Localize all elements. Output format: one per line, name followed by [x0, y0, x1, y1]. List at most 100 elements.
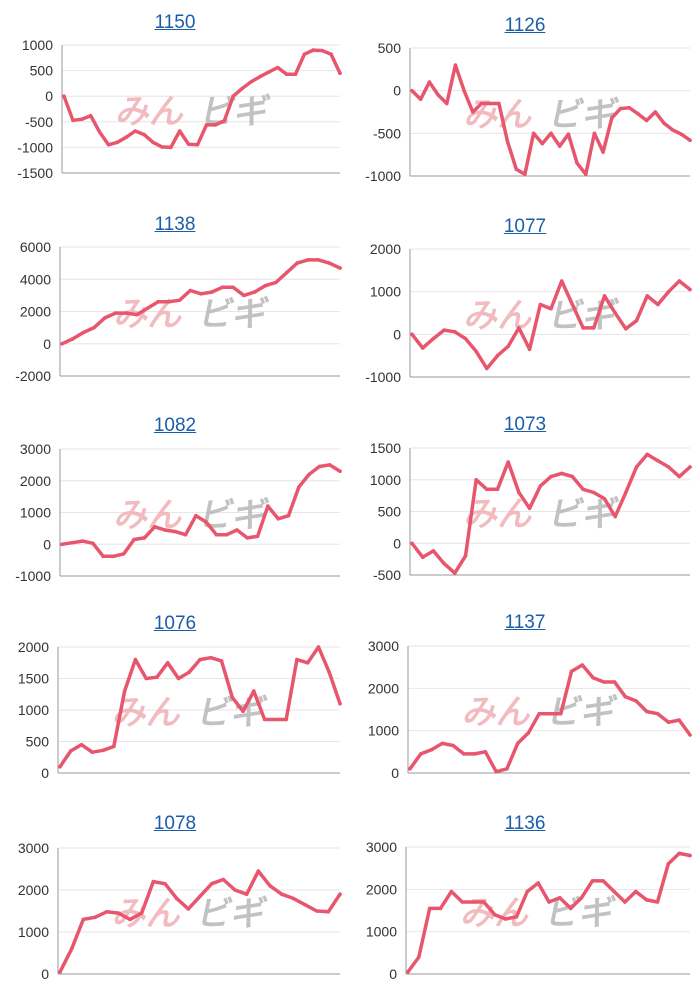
watermark-left: みん [461, 95, 537, 135]
data-point [506, 460, 510, 464]
data-point [677, 851, 681, 856]
data-point [199, 292, 203, 296]
y-tick-label: 500 [378, 504, 402, 520]
data-point [338, 892, 342, 896]
chart-1077: 1077 2000 1000 0 -1000 みん ビギ [350, 200, 700, 400]
data-point [252, 689, 256, 693]
data-point [472, 752, 477, 756]
y-tick-label: 2000 [366, 881, 397, 897]
chart-svg: 500 0 -500 -1000 みん ビギ [365, 40, 692, 184]
chart-title-link[interactable]: 1150 [154, 12, 196, 33]
data-point [155, 675, 159, 679]
data-point [240, 86, 244, 91]
data-point [81, 330, 86, 335]
data-point [279, 892, 284, 896]
data-point [326, 910, 331, 914]
chart-title-link[interactable]: 1126 [504, 15, 546, 36]
chart-1136: 1136 3000 2000 1000 0 みん ビギ [350, 800, 700, 1000]
data-point [431, 549, 436, 553]
y-tick-label: 500 [378, 40, 402, 56]
data-point [60, 542, 64, 547]
chart-svg: 2000 1000 0 -1000 みん ビギ [365, 241, 692, 385]
data-point [557, 144, 562, 148]
data-point [506, 344, 510, 349]
data-point [167, 300, 171, 304]
chart-1073: 1073 1500 1000 500 0 -500 みん ビギ [350, 400, 700, 600]
data-point [214, 532, 219, 537]
data-point [263, 283, 268, 288]
data-point [570, 474, 575, 479]
data-point [249, 80, 253, 84]
data-point [258, 74, 262, 79]
data-point [231, 94, 235, 98]
data-point [547, 900, 551, 904]
watermark-logo: みん ビギ [461, 95, 621, 135]
data-point [198, 894, 202, 899]
data-point [293, 72, 298, 76]
chart-title-link[interactable]: 1136 [504, 813, 546, 834]
data-point [549, 131, 553, 136]
data-point [268, 884, 272, 888]
chart-title-link[interactable]: 1137 [504, 612, 546, 633]
data-point [645, 709, 649, 714]
chart-title-link[interactable]: 1073 [503, 414, 547, 435]
data-point [634, 318, 639, 323]
data-point [485, 487, 489, 492]
data-point [177, 298, 182, 302]
data-point [163, 881, 167, 886]
chart-1126: 1126 500 0 -500 -1000 みん ビギ [350, 0, 700, 200]
chart-title-link[interactable]: 1077 [503, 216, 547, 237]
data-point [420, 346, 425, 350]
y-tick-label: 2000 [368, 680, 399, 696]
data-point [618, 106, 623, 111]
data-point [241, 709, 245, 714]
data-point [338, 469, 342, 473]
data-point [338, 71, 342, 75]
y-tick-label: 1000 [18, 702, 49, 718]
y-tick-label: 0 [41, 765, 49, 781]
data-point [580, 663, 585, 667]
data-point [514, 915, 519, 919]
data-point [514, 167, 519, 171]
data-point [653, 110, 658, 114]
y-tick-label: 0 [45, 88, 53, 104]
watermark-logo: みん ビギ [111, 496, 271, 536]
y-tick-label: -1000 [15, 568, 51, 584]
data-point [442, 561, 446, 566]
data-point [427, 80, 432, 84]
y-tick-label: 0 [43, 336, 51, 352]
data-point [527, 347, 532, 352]
chart-title-link[interactable]: 1138 [154, 214, 196, 235]
data-point [124, 311, 128, 315]
chart-title-link[interactable]: 1082 [153, 415, 197, 436]
y-tick-label: 0 [391, 765, 399, 781]
data-point [538, 302, 543, 307]
chart-1138: 1138 6000 4000 2000 0 -2000 みん ビギ [0, 200, 350, 400]
data-point [540, 141, 545, 146]
data-point [60, 342, 64, 346]
data-point [677, 718, 681, 722]
chart-title-link[interactable]: 1076 [153, 613, 197, 634]
data-point [338, 701, 342, 706]
data-point [316, 258, 321, 262]
data-point [71, 118, 75, 123]
data-point [449, 889, 454, 894]
data-point [327, 463, 332, 467]
data-point [429, 747, 434, 752]
data-point [245, 536, 250, 540]
data-point [471, 110, 475, 114]
y-tick-label: -1500 [17, 165, 53, 181]
data-point [538, 484, 543, 488]
data-point [592, 490, 596, 495]
data-point [566, 132, 571, 136]
chart-1150: 1150 1000 500 0 -500 -1000 -1500 みん ビギ [0, 0, 350, 200]
series-line [62, 48, 342, 150]
chart-title-link[interactable]: 1078 [153, 813, 197, 834]
data-point [559, 279, 564, 283]
data-point [592, 131, 597, 136]
watermark-left: みん [113, 92, 189, 132]
data-point [688, 138, 692, 142]
data-point [666, 862, 671, 866]
data-point [145, 306, 150, 311]
data-point [634, 889, 638, 894]
